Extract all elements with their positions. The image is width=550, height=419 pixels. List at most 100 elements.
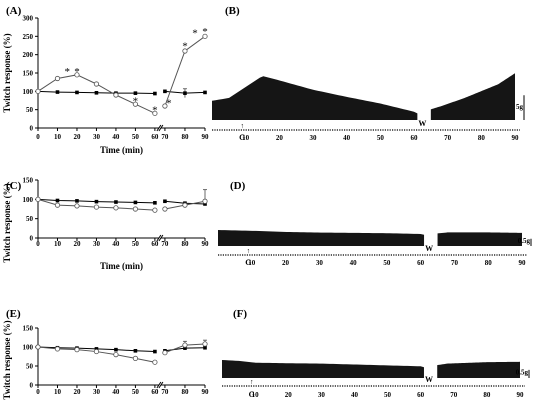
x-tick-label: 30: [93, 388, 101, 396]
x-tick-label: 50: [132, 240, 140, 248]
x-tick-label: 70: [161, 240, 169, 248]
data-point: [114, 200, 118, 204]
washout-marker: W: [425, 375, 433, 384]
drug-marker: G: [239, 133, 245, 142]
y-tick-label: 150: [23, 325, 34, 333]
time-tick-label: 90: [512, 134, 520, 142]
data-point: [183, 346, 187, 350]
axis-break-mark: [158, 234, 164, 242]
x-tick-label: 10: [54, 133, 62, 141]
time-tick-label: 20: [276, 134, 284, 142]
time-tick-label: 20: [285, 391, 293, 399]
data-point: [54, 75, 61, 82]
significance-star: *: [166, 97, 172, 109]
significance-star: *: [202, 26, 208, 38]
x-tick-label: 80: [181, 240, 189, 248]
y-tick-label: 300: [23, 15, 34, 23]
drug-marker: G: [245, 258, 251, 267]
data-point: [35, 88, 41, 94]
panel-label: (F): [233, 308, 247, 320]
x-tick-label: 50: [132, 133, 140, 141]
data-point: [133, 200, 138, 205]
time-tick-label: 70: [451, 259, 459, 267]
significance-star: *: [133, 96, 139, 108]
x-tick-label: 90: [202, 388, 210, 396]
data-point: [132, 101, 139, 107]
data-point: [153, 201, 157, 205]
x-tick-label: 60: [151, 133, 159, 141]
data-point: [74, 203, 80, 209]
data-point: [203, 202, 207, 206]
time-tick-label: 60: [417, 391, 425, 399]
time-tick-label: 50: [377, 134, 385, 142]
axis-break-mark: [158, 381, 164, 389]
arrow-icon: ↑: [241, 122, 245, 130]
significance-star: *: [74, 66, 80, 78]
trace-panel-1: (D) 10 20 30 40 50 60 70 80 90 G ↑ W 0.5g: [218, 180, 532, 267]
x-tick-label: 60: [151, 240, 159, 248]
data-point: [93, 204, 100, 210]
x-tick-label: 90: [202, 240, 210, 248]
trace-panel-0: (B) 10 20 30 40 50 60 70 80 90 G ↑ W 5g: [212, 5, 525, 142]
data-point: [202, 198, 208, 204]
data-point: [203, 345, 207, 350]
time-tick-label: 70: [444, 134, 452, 142]
drug-marker: G: [249, 390, 255, 399]
data-point: [163, 199, 167, 204]
x-tick-label: 20: [73, 388, 81, 396]
data-point: [93, 348, 100, 355]
panel-label: (D): [230, 180, 246, 192]
x-tick-label: 60: [151, 388, 159, 396]
data-point: [153, 91, 157, 96]
significance-star: *: [152, 105, 158, 117]
data-point: [203, 90, 207, 95]
data-point: [93, 81, 100, 87]
time-tick-label: 10: [242, 134, 250, 142]
x-axis-label: Time (min): [100, 145, 143, 155]
x-tick-label: 80: [181, 133, 189, 141]
time-tick-label: 90: [519, 259, 527, 267]
data-point: [202, 33, 208, 39]
data-point: [182, 48, 188, 54]
time-tick-label: 30: [310, 134, 318, 142]
x-tick-label: 70: [161, 133, 169, 141]
time-tick-label: 70: [450, 391, 458, 399]
washout-marker: W: [418, 119, 426, 128]
data-point: [74, 347, 80, 353]
y-tick-label: 100: [23, 344, 34, 352]
trace-signal: [212, 76, 418, 120]
panel-label: (C): [6, 180, 22, 192]
data-point: [162, 103, 168, 109]
data-point: [55, 198, 60, 203]
data-point: [75, 90, 79, 95]
x-tick-label: 30: [93, 133, 101, 141]
x-tick-label: 50: [132, 388, 140, 396]
scale-label: 5g: [516, 103, 524, 111]
time-tick-label: 20: [282, 259, 290, 267]
data-point: [162, 206, 168, 212]
trace-panel-2: (F) 10 20 30 40 50 60 70 80 90 G ↑ W 0.5g: [222, 308, 530, 399]
trace-signal: [437, 232, 522, 246]
time-tick-label: 90: [517, 391, 525, 399]
y-tick-label: 200: [23, 51, 34, 59]
washout-marker: W: [425, 244, 433, 253]
y-tick-label: 0: [30, 125, 34, 133]
data-point: [162, 350, 168, 356]
x-tick-label: 40: [112, 388, 120, 396]
x-tick-label: 0: [36, 133, 40, 141]
x-tick-label: 10: [54, 388, 62, 396]
axis-break-mark: [156, 234, 162, 242]
y-tick-label: 0: [30, 235, 34, 243]
significance-star: *: [192, 28, 198, 40]
significance-star: *: [64, 66, 70, 78]
axis-break-mark: [158, 124, 164, 132]
data-point: [183, 91, 187, 95]
scale-label: 0.5g: [518, 237, 531, 245]
trace-signal: [437, 361, 520, 378]
y-tick-label: 50: [26, 363, 34, 371]
data-point: [94, 347, 99, 351]
axis-break-mark: [156, 381, 162, 389]
data-point: [152, 359, 158, 365]
x-tick-label: 30: [93, 240, 101, 248]
data-point: [35, 196, 41, 202]
